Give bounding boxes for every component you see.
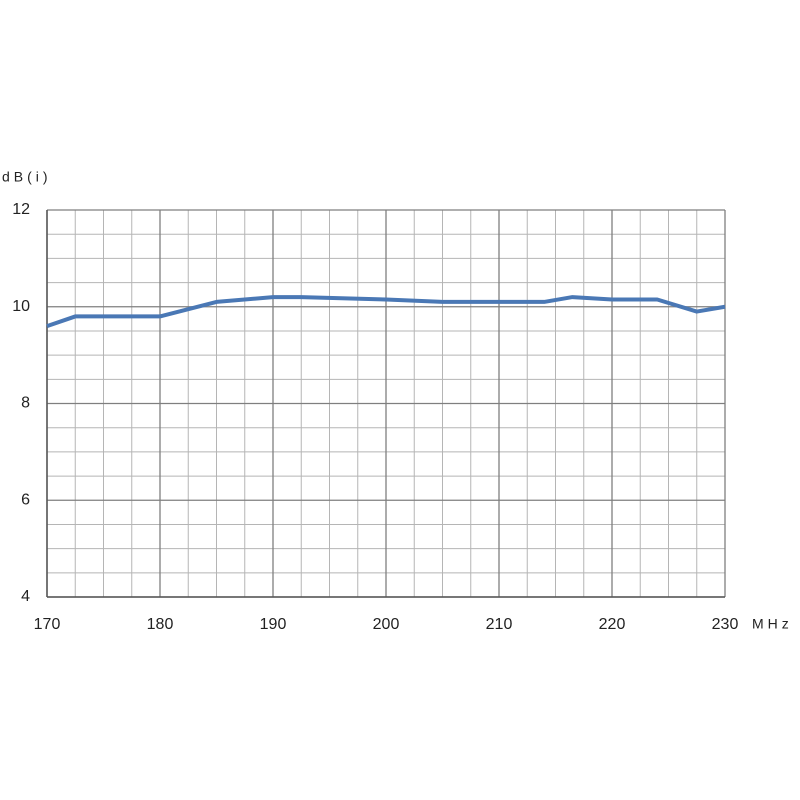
y-tick-label: 10 [12,298,30,315]
x-tick-label: 220 [599,616,626,633]
y-tick-label: 4 [21,588,30,605]
x-tick-label: 210 [486,616,513,633]
x-tick-label: 170 [34,616,61,633]
x-axis-label: MHz [752,616,793,632]
x-tick-label: 200 [373,616,400,633]
x-tick-label: 190 [260,616,287,633]
y-axis-label: dB(i) [2,169,52,185]
data-line [46,295,726,328]
x-tick-label: 230 [712,616,739,633]
y-tick-label: 8 [21,395,30,412]
y-tick-label: 12 [12,201,30,218]
x-tick-label: 180 [147,616,174,633]
y-tick-label: 6 [21,491,30,508]
